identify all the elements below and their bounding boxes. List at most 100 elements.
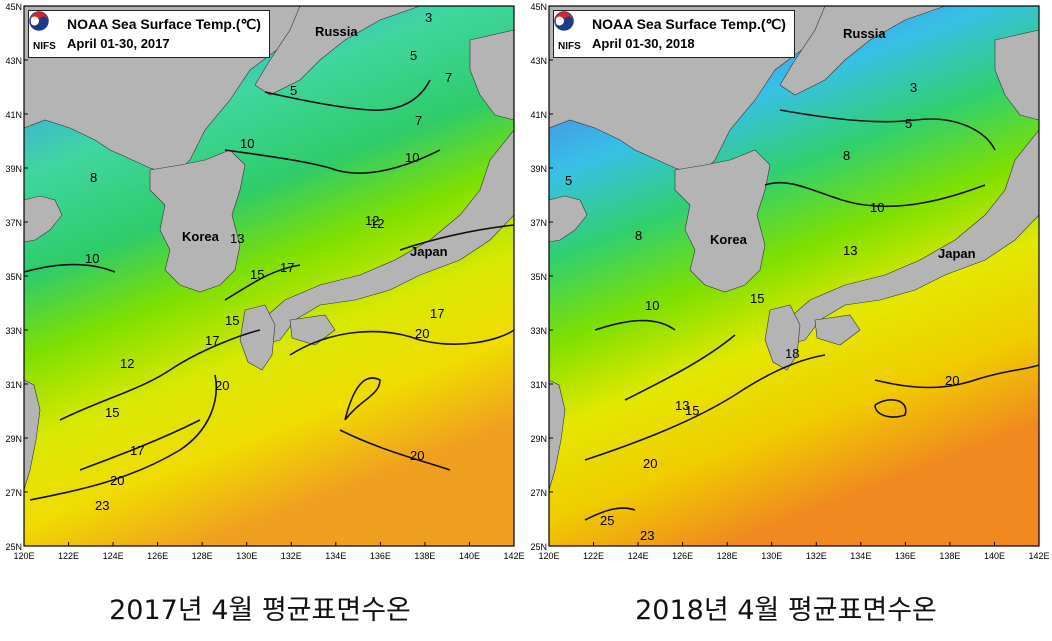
contour-label: 8: [843, 148, 850, 163]
map-date: April 01-30, 2018: [592, 36, 695, 51]
sst-map-2018: 45N 43N 41N 39N 37N 35N 33N 31N 29N 27N 25N 120E 122…: [525, 0, 1052, 570]
contour-label: 20: [643, 456, 657, 471]
contour-label: 15: [250, 267, 264, 282]
nifs-label: NIFS: [558, 41, 581, 52]
lat-tick-label: 41N: [5, 110, 22, 120]
contour-lines: [23, 79, 515, 501]
land-japan-kyushu: [764, 304, 801, 371]
lon-tick-label: 134E: [850, 551, 871, 561]
land-japan-shikoku: [289, 314, 336, 346]
contour-label: 23: [640, 528, 654, 543]
map-legend-2017: NIFS NOAA Sea Surface Temp.(℃) April 01-…: [28, 10, 270, 58]
lat-tick-label: 43N: [530, 56, 547, 66]
contour-label: 18: [785, 346, 799, 361]
contour-label: 13: [230, 231, 244, 246]
place-label-russia: Russia: [843, 26, 886, 41]
lat-tick-label: 31N: [5, 380, 22, 390]
lon-tick-label: 142E: [503, 551, 524, 561]
contour-label: 20: [110, 473, 124, 488]
map-date: April 01-30, 2017: [67, 36, 170, 51]
map-title: NOAA Sea Surface Temp.(℃): [592, 16, 786, 32]
land-korea: [674, 149, 771, 293]
lon-tick-label: 130E: [761, 551, 782, 561]
lon-tick-label: 122E: [583, 551, 604, 561]
contour-label: 20: [215, 378, 229, 393]
contour-label: 17: [280, 260, 294, 275]
contour-label: 20: [945, 373, 959, 388]
lat-tick-label: 31N: [530, 380, 547, 390]
lon-tick-label: 132E: [281, 551, 302, 561]
contour-label: 5: [905, 116, 912, 131]
place-label-japan: Japan: [410, 244, 448, 259]
land-russia: [779, 5, 946, 96]
lat-tick-label: 27N: [530, 488, 547, 498]
lat-tick-label: 41N: [530, 110, 547, 120]
map-legend-2018: NIFS NOAA Sea Surface Temp.(℃) April 01-…: [553, 10, 795, 58]
lat-tick-label: 35N: [530, 272, 547, 282]
lat-tick-label: 25N: [5, 542, 22, 552]
contour-label: 10: [240, 136, 254, 151]
lat-tick-label: 37N: [530, 218, 547, 228]
lon-tick-label: 138E: [414, 551, 435, 561]
lon-tick-label: 120E: [538, 551, 559, 561]
lon-tick-label: 124E: [628, 551, 649, 561]
caption-2018: 2018년 4월 평균표면수온: [635, 595, 937, 626]
sst-map-2017: 45N 43N 41N 39N 37N 35N 33N 31N 29N 27N 25N 120E 122…: [0, 0, 527, 570]
contour-label: 10: [645, 298, 659, 313]
land-japan-kyushu: [239, 304, 276, 371]
land-china-coast: [23, 195, 63, 243]
lat-tick-label: 37N: [5, 218, 22, 228]
nifs-label: NIFS: [33, 41, 56, 52]
land-china-coast: [548, 195, 588, 243]
nifs-logo-icon: [29, 11, 49, 31]
lat-tick-label: 33N: [5, 326, 22, 336]
lat-tick-label: 43N: [5, 56, 22, 66]
lon-tick-label: 122E: [58, 551, 79, 561]
lon-tick-label: 126E: [672, 551, 693, 561]
lat-tick-label: 45N: [530, 2, 547, 12]
contour-label: 15: [685, 403, 699, 418]
lat-tick-label: 25N: [530, 542, 547, 552]
contour-label: 17: [130, 443, 144, 458]
contour-label: 20: [415, 326, 429, 341]
lon-tick-label: 136E: [895, 551, 916, 561]
lat-tick-label: 39N: [5, 164, 22, 174]
contour-label: 15: [225, 313, 239, 328]
lon-tick-label: 142E: [1028, 551, 1049, 561]
lat-tick-label: 27N: [5, 488, 22, 498]
caption-2017: 2017년 4월 평균표면수온: [109, 595, 411, 626]
lon-tick-label: 140E: [459, 551, 480, 561]
lon-tick-label: 138E: [939, 551, 960, 561]
lon-tick-label: 136E: [370, 551, 391, 561]
contour-label: 3: [425, 10, 432, 25]
lat-tick-label: 33N: [530, 326, 547, 336]
place-label-japan: Japan: [938, 246, 976, 261]
contour-label: 15: [750, 291, 764, 306]
contour-label: 15: [105, 405, 119, 420]
contour-label: 10: [870, 200, 884, 215]
contour-label: 12: [365, 213, 379, 228]
lon-tick-label: 130E: [236, 551, 257, 561]
contour-label: 5: [410, 48, 417, 63]
lat-tick-label: 29N: [5, 434, 22, 444]
contour-label: 12: [370, 216, 384, 231]
contour-label: 12: [120, 356, 134, 371]
lon-tick-label: 128E: [192, 551, 213, 561]
contour-label: 7: [445, 70, 452, 85]
land-korea: [149, 149, 246, 293]
lon-tick-label: 132E: [806, 551, 827, 561]
contour-label: 13: [843, 243, 857, 258]
contour-label: 8: [635, 228, 642, 243]
contour-label: 25: [600, 513, 614, 528]
map-title: NOAA Sea Surface Temp.(℃): [67, 16, 261, 32]
land-russia: [254, 5, 421, 96]
lon-tick-label: 134E: [325, 551, 346, 561]
contour-lines: [584, 109, 1040, 521]
place-label-korea: Korea: [710, 232, 747, 247]
contour-label: 8: [90, 170, 97, 185]
lat-tick-label: 39N: [530, 164, 547, 174]
